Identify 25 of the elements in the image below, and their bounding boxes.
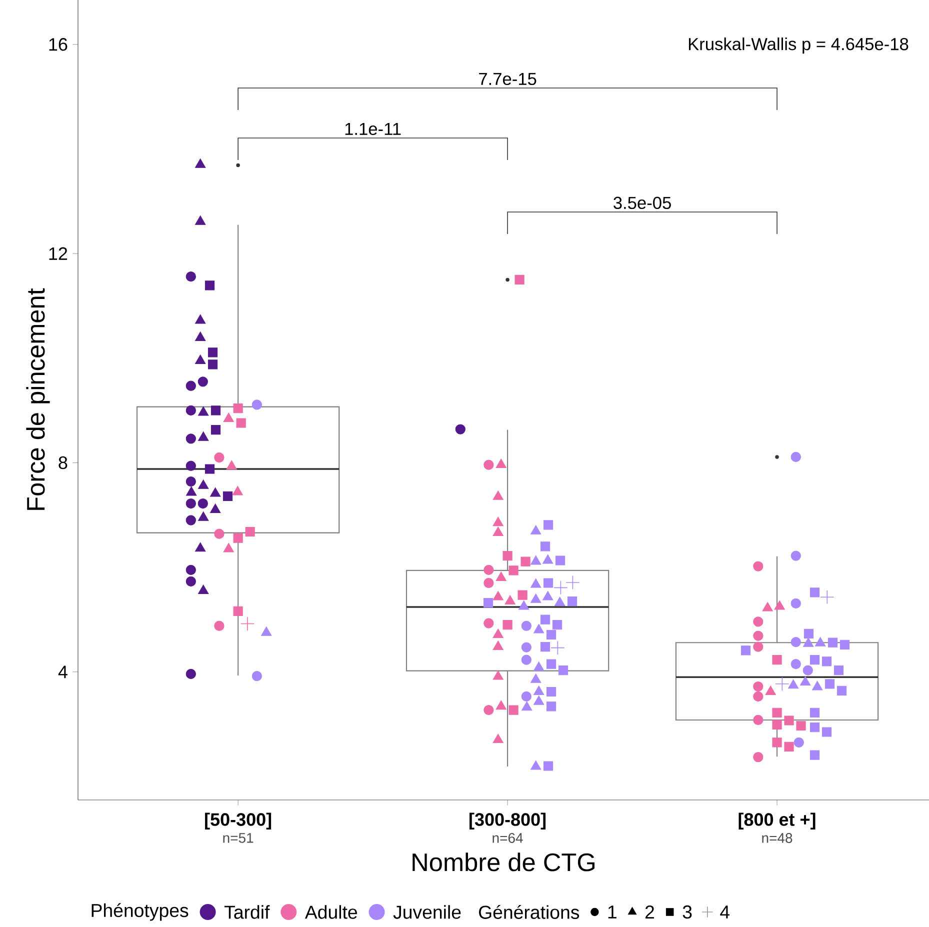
annotation: 7.7e-15 bbox=[479, 72, 536, 86]
text: 2 bbox=[645, 905, 654, 918]
y-axis-title: Force de pincement bbox=[26, 288, 50, 510]
x-axis-title: Nombre de CTG bbox=[412, 852, 594, 872]
y-tick-label: 4 bbox=[58, 666, 68, 678]
text: n=48 bbox=[762, 833, 792, 843]
text: Générations bbox=[479, 905, 580, 919]
text: 4 bbox=[720, 906, 730, 918]
annotation: 1.1e-11 bbox=[345, 122, 401, 136]
legend-title: Phénotypes bbox=[92, 903, 188, 921]
legend-label: Tardif bbox=[224, 905, 270, 919]
text: 1 bbox=[608, 906, 616, 918]
annotation: Kruskal-Wallis p = 4.645e-18 bbox=[688, 38, 908, 54]
legend-label: Adulte bbox=[304, 905, 358, 919]
x-tick-label: [300-800] bbox=[470, 812, 546, 830]
annotation: 3.5e-05 bbox=[614, 196, 671, 210]
text: n=51 bbox=[223, 833, 254, 843]
x-tick-label: [50-300] bbox=[205, 812, 272, 830]
text: n=64 bbox=[492, 833, 523, 843]
y-tick-label: 12 bbox=[49, 247, 68, 260]
y-tick-label: 16 bbox=[49, 38, 68, 51]
y-tick-label: 8 bbox=[58, 456, 68, 470]
x-tick-label: [800 et +] bbox=[738, 812, 816, 830]
text: 3 bbox=[682, 905, 692, 919]
legend-label: Juvenile bbox=[393, 905, 461, 919]
